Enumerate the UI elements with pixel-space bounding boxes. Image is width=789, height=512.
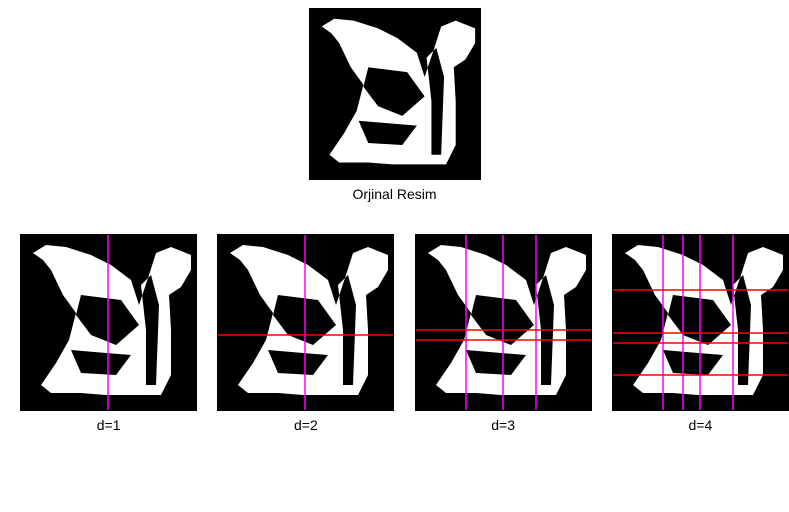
figure-page: Orjinal Resim d=1 d=2 [0,0,789,512]
image-d4 [612,234,789,411]
bottom-row: d=1 d=2 d=3 [0,234,789,433]
panel-d4: d=4 [612,234,789,433]
panel-d1: d=1 [20,234,197,433]
caption-original: Orjinal Resim [309,186,481,202]
caption-d1: d=1 [20,417,197,433]
image-d2 [217,234,394,411]
panel-original: Orjinal Resim [309,8,481,202]
image-d1 [20,234,197,411]
panel-d3: d=3 [415,234,592,433]
caption-d3: d=3 [415,417,592,433]
top-row: Orjinal Resim [0,0,789,204]
image-d3 [415,234,592,411]
panel-d2: d=2 [217,234,394,433]
caption-d2: d=2 [217,417,394,433]
original-image [309,8,481,180]
caption-d4: d=4 [612,417,789,433]
